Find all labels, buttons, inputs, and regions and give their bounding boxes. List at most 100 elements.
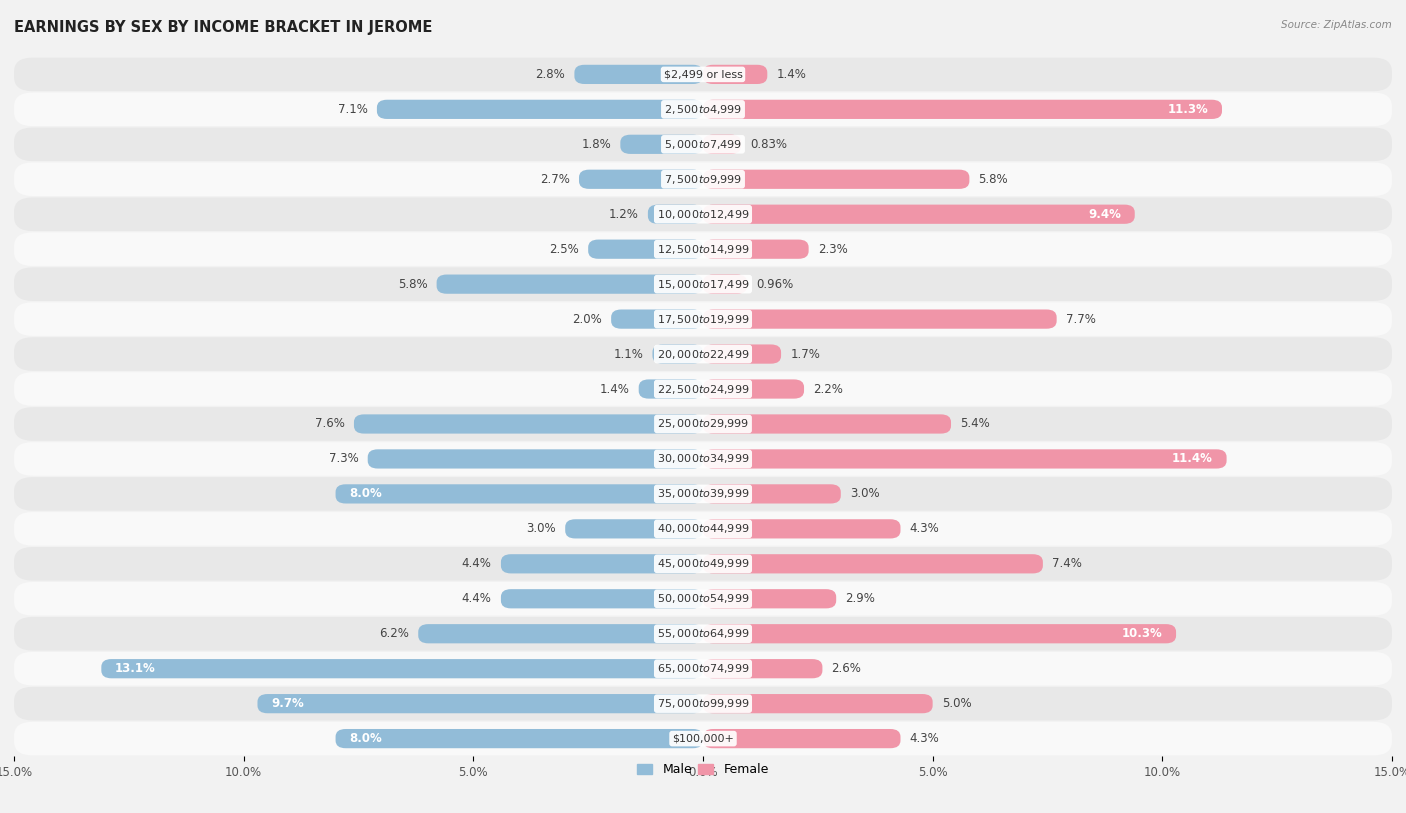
FancyBboxPatch shape <box>418 624 703 643</box>
FancyBboxPatch shape <box>703 485 841 503</box>
Text: 2.0%: 2.0% <box>572 313 602 325</box>
FancyBboxPatch shape <box>565 520 703 538</box>
FancyBboxPatch shape <box>14 372 1392 406</box>
Text: $2,499 or less: $2,499 or less <box>664 69 742 80</box>
FancyBboxPatch shape <box>703 345 782 363</box>
FancyBboxPatch shape <box>703 240 808 259</box>
FancyBboxPatch shape <box>703 589 837 608</box>
FancyBboxPatch shape <box>377 100 703 119</box>
Text: $40,000 to $44,999: $40,000 to $44,999 <box>657 523 749 535</box>
Text: 7.3%: 7.3% <box>329 453 359 465</box>
Text: 2.9%: 2.9% <box>845 593 876 605</box>
Text: 7.1%: 7.1% <box>337 103 368 115</box>
Text: 4.4%: 4.4% <box>461 593 492 605</box>
FancyBboxPatch shape <box>14 547 1392 580</box>
Text: $10,000 to $12,499: $10,000 to $12,499 <box>657 208 749 220</box>
FancyBboxPatch shape <box>14 302 1392 336</box>
FancyBboxPatch shape <box>14 477 1392 511</box>
Text: 2.7%: 2.7% <box>540 173 569 185</box>
Text: $65,000 to $74,999: $65,000 to $74,999 <box>657 663 749 675</box>
FancyBboxPatch shape <box>101 659 703 678</box>
FancyBboxPatch shape <box>14 128 1392 161</box>
Text: $25,000 to $29,999: $25,000 to $29,999 <box>657 418 749 430</box>
FancyBboxPatch shape <box>703 170 969 189</box>
Text: $55,000 to $64,999: $55,000 to $64,999 <box>657 628 749 640</box>
FancyBboxPatch shape <box>14 652 1392 685</box>
Text: $20,000 to $22,499: $20,000 to $22,499 <box>657 348 749 360</box>
Text: 1.4%: 1.4% <box>599 383 630 395</box>
FancyBboxPatch shape <box>703 415 950 433</box>
Text: 4.3%: 4.3% <box>910 523 939 535</box>
Text: $7,500 to $9,999: $7,500 to $9,999 <box>664 173 742 185</box>
FancyBboxPatch shape <box>336 485 703 503</box>
FancyBboxPatch shape <box>703 520 900 538</box>
FancyBboxPatch shape <box>703 100 1222 119</box>
Text: 10.3%: 10.3% <box>1122 628 1163 640</box>
Text: 1.2%: 1.2% <box>609 208 638 220</box>
FancyBboxPatch shape <box>648 205 703 224</box>
Text: 5.4%: 5.4% <box>960 418 990 430</box>
FancyBboxPatch shape <box>620 135 703 154</box>
Text: $12,500 to $14,999: $12,500 to $14,999 <box>657 243 749 255</box>
Text: $100,000+: $100,000+ <box>672 733 734 744</box>
Text: 5.8%: 5.8% <box>979 173 1008 185</box>
FancyBboxPatch shape <box>14 58 1392 91</box>
FancyBboxPatch shape <box>638 380 703 398</box>
Text: 4.3%: 4.3% <box>910 733 939 745</box>
FancyBboxPatch shape <box>703 694 932 713</box>
Text: 8.0%: 8.0% <box>349 488 382 500</box>
Text: 2.5%: 2.5% <box>550 243 579 255</box>
FancyBboxPatch shape <box>14 617 1392 650</box>
FancyBboxPatch shape <box>703 659 823 678</box>
FancyBboxPatch shape <box>579 170 703 189</box>
FancyBboxPatch shape <box>14 512 1392 546</box>
Text: 1.8%: 1.8% <box>582 138 612 150</box>
Text: $2,500 to $4,999: $2,500 to $4,999 <box>664 103 742 115</box>
FancyBboxPatch shape <box>14 582 1392 615</box>
FancyBboxPatch shape <box>14 93 1392 126</box>
FancyBboxPatch shape <box>703 205 1135 224</box>
FancyBboxPatch shape <box>652 345 703 363</box>
Text: 1.1%: 1.1% <box>613 348 644 360</box>
Text: EARNINGS BY SEX BY INCOME BRACKET IN JEROME: EARNINGS BY SEX BY INCOME BRACKET IN JER… <box>14 20 433 35</box>
Text: $30,000 to $34,999: $30,000 to $34,999 <box>657 453 749 465</box>
Text: 13.1%: 13.1% <box>115 663 156 675</box>
Text: 6.2%: 6.2% <box>380 628 409 640</box>
FancyBboxPatch shape <box>501 589 703 608</box>
FancyBboxPatch shape <box>588 240 703 259</box>
Text: $15,000 to $17,499: $15,000 to $17,499 <box>657 278 749 290</box>
Text: 3.0%: 3.0% <box>851 488 880 500</box>
Text: 7.6%: 7.6% <box>315 418 344 430</box>
FancyBboxPatch shape <box>703 275 747 293</box>
Text: $5,000 to $7,499: $5,000 to $7,499 <box>664 138 742 150</box>
Text: 7.7%: 7.7% <box>1066 313 1095 325</box>
FancyBboxPatch shape <box>703 65 768 84</box>
Text: 4.4%: 4.4% <box>461 558 492 570</box>
FancyBboxPatch shape <box>575 65 703 84</box>
Text: 2.6%: 2.6% <box>831 663 862 675</box>
FancyBboxPatch shape <box>612 310 703 328</box>
FancyBboxPatch shape <box>14 198 1392 231</box>
FancyBboxPatch shape <box>437 275 703 293</box>
Text: $50,000 to $54,999: $50,000 to $54,999 <box>657 593 749 605</box>
Legend: Male, Female: Male, Female <box>633 759 773 781</box>
Text: 5.0%: 5.0% <box>942 698 972 710</box>
Text: 1.7%: 1.7% <box>790 348 820 360</box>
FancyBboxPatch shape <box>336 729 703 748</box>
FancyBboxPatch shape <box>14 722 1392 755</box>
Text: Source: ZipAtlas.com: Source: ZipAtlas.com <box>1281 20 1392 30</box>
FancyBboxPatch shape <box>703 554 1043 573</box>
FancyBboxPatch shape <box>703 380 804 398</box>
Text: $17,500 to $19,999: $17,500 to $19,999 <box>657 313 749 325</box>
Text: $45,000 to $49,999: $45,000 to $49,999 <box>657 558 749 570</box>
Text: 11.4%: 11.4% <box>1173 453 1213 465</box>
Text: $35,000 to $39,999: $35,000 to $39,999 <box>657 488 749 500</box>
Text: 7.4%: 7.4% <box>1052 558 1083 570</box>
FancyBboxPatch shape <box>14 233 1392 266</box>
Text: 2.3%: 2.3% <box>818 243 848 255</box>
Text: 11.3%: 11.3% <box>1167 103 1208 115</box>
Text: 1.4%: 1.4% <box>776 68 807 80</box>
FancyBboxPatch shape <box>14 163 1392 196</box>
FancyBboxPatch shape <box>14 407 1392 441</box>
FancyBboxPatch shape <box>703 624 1175 643</box>
